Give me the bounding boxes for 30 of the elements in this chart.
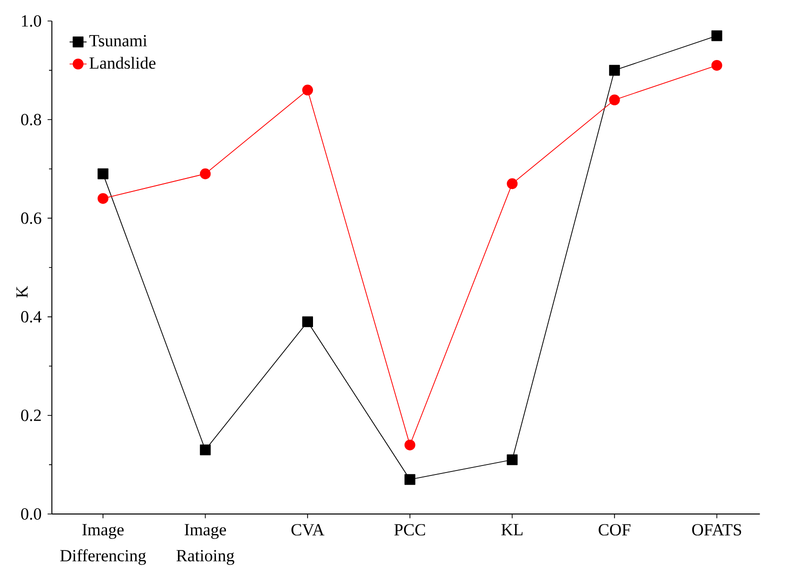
- y-tick-label: 0.6: [21, 212, 42, 224]
- x-tick-label: Image Ratioing: [176, 524, 234, 565]
- point: [506, 454, 518, 466]
- point: [609, 64, 620, 76]
- y-tick-label: 0.4: [21, 311, 42, 323]
- legend-label: Tsunami: [89, 35, 148, 46]
- x-tick-label: CVA: [291, 524, 324, 536]
- y-tick-label: 0.0: [21, 508, 42, 520]
- x-tick-label: Image Differencing: [60, 524, 146, 565]
- point: [302, 84, 314, 96]
- legend-label: Landslide: [89, 56, 156, 69]
- point: [711, 60, 722, 71]
- x-tick-label: KL: [501, 524, 523, 536]
- point: [200, 444, 211, 456]
- x-tick-label: COF: [598, 524, 630, 536]
- point: [98, 168, 108, 180]
- point: [98, 193, 108, 204]
- y-tick-label: 1.0: [22, 15, 42, 27]
- point: [404, 474, 416, 485]
- x-tick-label: PCC: [394, 524, 426, 536]
- point: [404, 440, 416, 450]
- point: [711, 30, 722, 42]
- x-tick-label: OFATS: [692, 524, 742, 536]
- y-axis-title: K: [16, 286, 28, 298]
- point: [200, 168, 211, 180]
- point: [609, 94, 620, 106]
- point: [506, 178, 518, 190]
- point: [302, 316, 314, 328]
- y-tick-label: 0.8: [21, 114, 42, 126]
- y-tick-label: 0.2: [21, 410, 41, 422]
